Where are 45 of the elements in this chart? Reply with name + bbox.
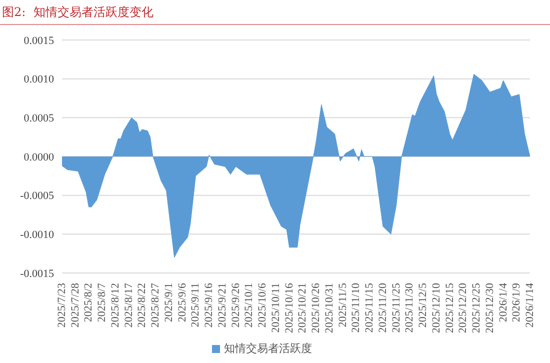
x-tick-label: 2025/10/21 bbox=[296, 283, 309, 334]
x-tick-label: 2025/10/11 bbox=[270, 283, 282, 333]
y-tick-label: 0.0010 bbox=[24, 74, 54, 86]
y-tick-label: 0.0005 bbox=[24, 112, 54, 125]
y-tick-label: -0.0005 bbox=[20, 190, 54, 202]
x-tick-label: 2025/12/30 bbox=[484, 282, 496, 334]
x-tick-label: 2025/8/12 bbox=[109, 283, 122, 328]
x-tick-label: 2025/11/25 bbox=[390, 282, 402, 333]
x-tick-label: 2025/9/6 bbox=[176, 282, 188, 322]
x-tick-label: 2026/1/9 bbox=[510, 282, 523, 322]
x-tick-label: 2025/7/23 bbox=[56, 282, 68, 328]
y-tick-label: 0.0015 bbox=[24, 34, 54, 47]
x-tick-label: 2025/8/27 bbox=[150, 282, 162, 328]
x-tick-label: 2025/10/26 bbox=[310, 282, 322, 334]
x-tick-label: 2025/12/5 bbox=[417, 282, 430, 328]
x-tick-label: 2025/8/2 bbox=[82, 283, 95, 322]
x-tick-label: 2025/11/5 bbox=[336, 282, 349, 328]
x-tick-label: 2025/10/31 bbox=[323, 283, 336, 334]
x-tick-label: 2025/8/22 bbox=[136, 283, 148, 328]
y-tick-label: -0.0015 bbox=[20, 268, 54, 280]
x-tick-label: 2025/10/6 bbox=[256, 282, 269, 328]
x-tick-label: 2025/12/10 bbox=[430, 282, 442, 334]
y-tick-label: -0.0010 bbox=[20, 229, 54, 242]
x-tick-label: 2025/9/16 bbox=[203, 282, 216, 328]
chart-title: 图2: 知情交易者活跃度变化 bbox=[2, 4, 154, 21]
x-tick-label: 2025/12/20 bbox=[457, 282, 470, 334]
x-tick-label: 2025/9/11 bbox=[190, 283, 202, 328]
x-tick-label: 2026/1/14 bbox=[524, 282, 536, 328]
x-tick-label: 2025/9/26 bbox=[230, 282, 242, 328]
x-tick-label: 2025/10/1 bbox=[243, 283, 256, 328]
x-tick-label: 2025/8/17 bbox=[122, 282, 135, 328]
x-tick-label: 2025/11/30 bbox=[404, 282, 416, 333]
x-tick-label: 2025/11/15 bbox=[364, 282, 376, 333]
x-tick-label: 2025/8/7 bbox=[96, 282, 108, 322]
x-tick-label: 2025/11/10 bbox=[350, 282, 362, 333]
x-tick-label: 2025/11/20 bbox=[376, 282, 389, 333]
legend-label: 知情交易者活跃度 bbox=[224, 342, 312, 355]
x-tick-label: 2025/10/16 bbox=[283, 282, 296, 334]
x-tick-label: 2025/12/15 bbox=[444, 282, 456, 334]
y-tick-label: 0.0000 bbox=[24, 151, 54, 164]
x-tick-label: 2025/12/25 bbox=[470, 282, 483, 334]
x-tick-label: 2025/9/1 bbox=[162, 283, 175, 322]
x-tick-label: 2025/7/28 bbox=[69, 282, 82, 328]
x-tick-label: 2026/1/4 bbox=[497, 282, 510, 322]
x-tick-label: 2025/9/21 bbox=[216, 283, 228, 328]
